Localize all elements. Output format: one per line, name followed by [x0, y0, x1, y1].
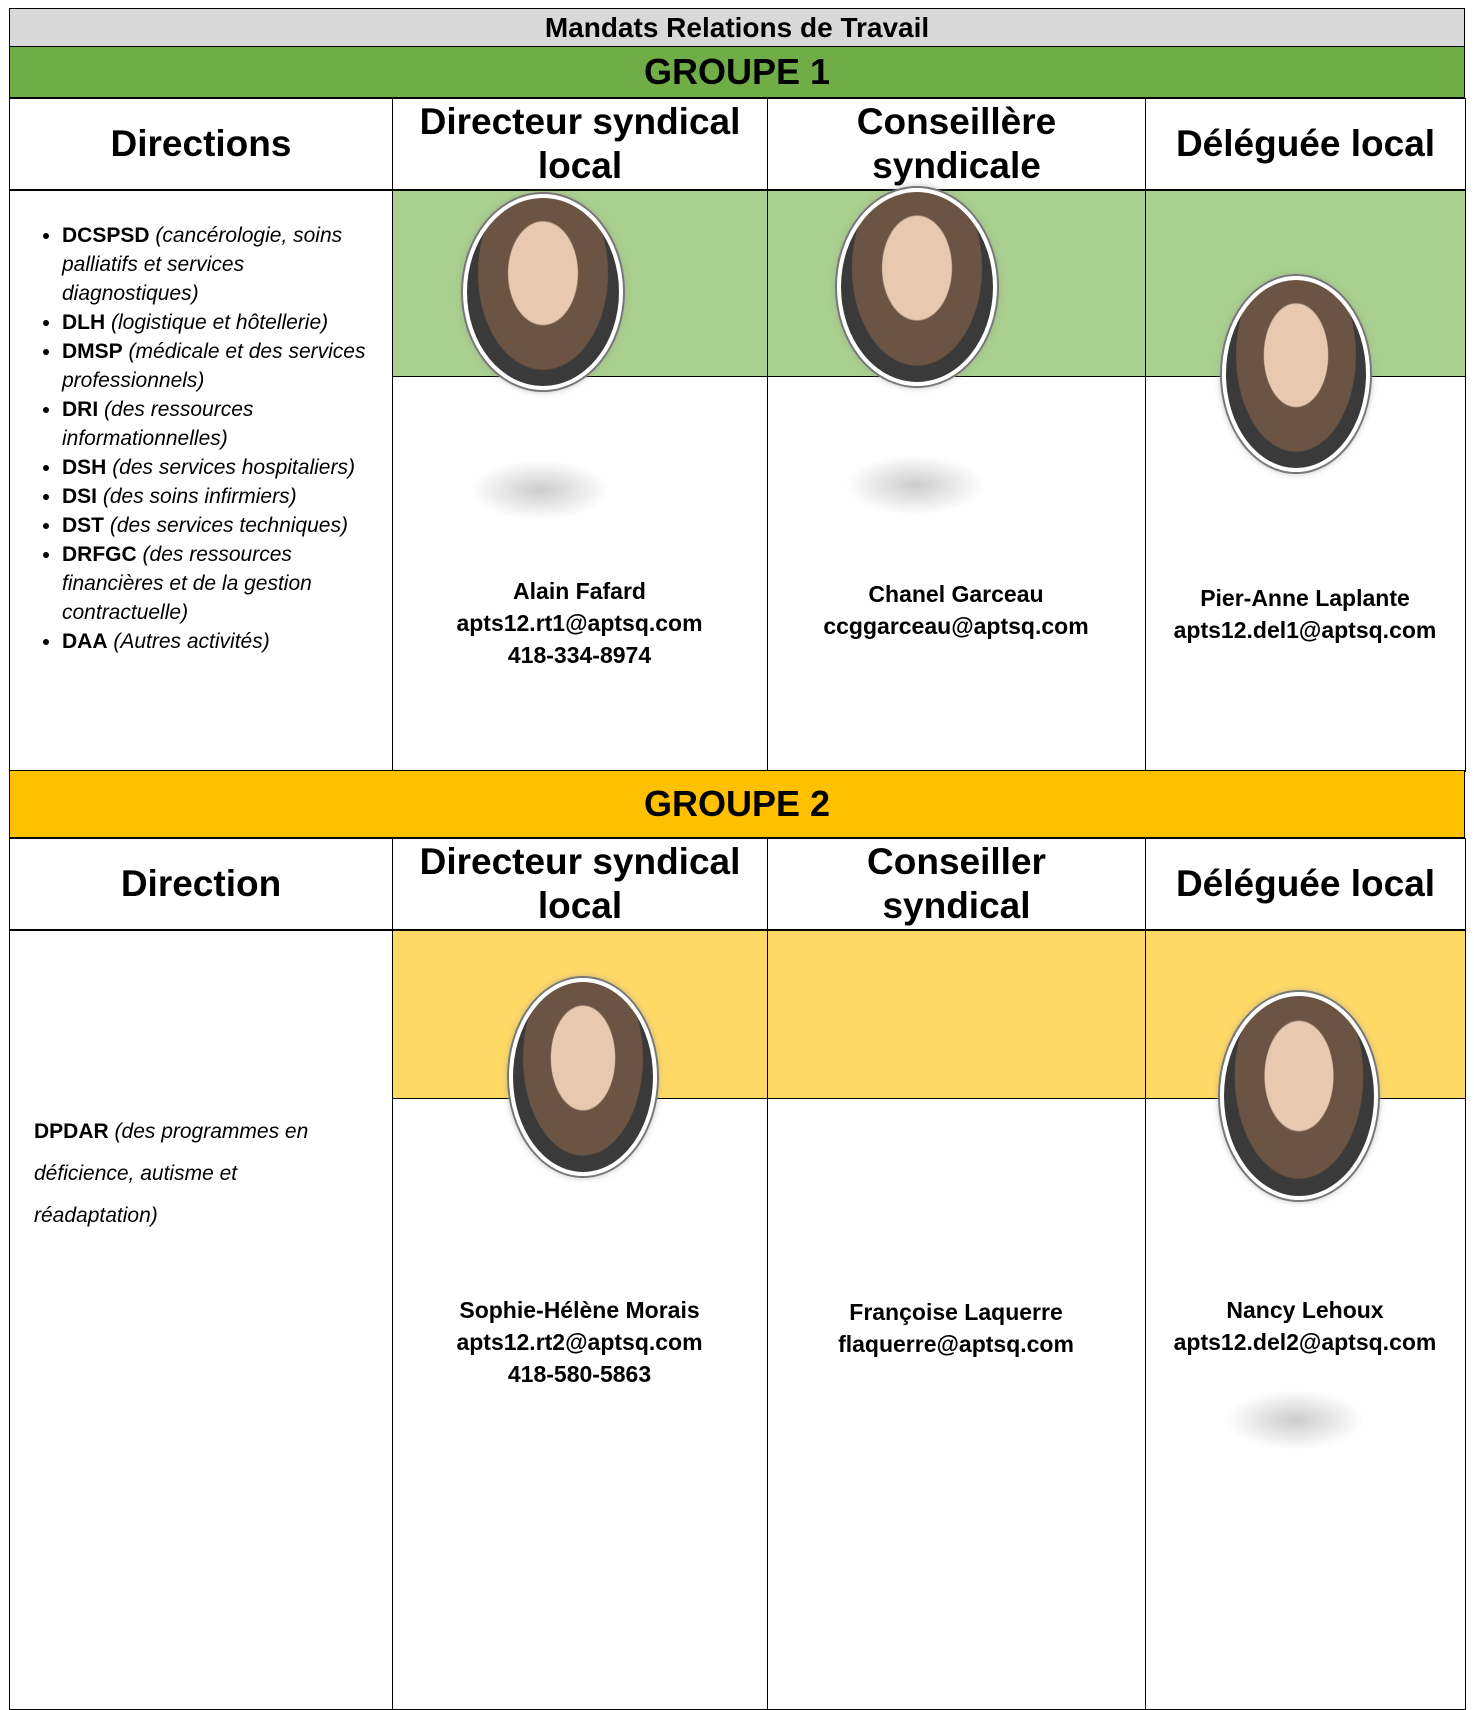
person-phone: 418-580-5863 [507, 1361, 652, 1387]
person-name: Sophie-Hélène Morais [459, 1297, 700, 1323]
direction-desc: (des ressources informationnelles) [62, 398, 254, 450]
person-info: Pier-Anne Laplante apts12.del1@aptsq.com [1145, 582, 1465, 646]
photo-shadow [845, 455, 985, 515]
direction-code: DRFGC [62, 543, 137, 566]
person-name: Chanel Garceau [868, 581, 1044, 607]
photo [1222, 276, 1370, 472]
direction-item: DRI (des ressources informationnelles) [62, 395, 372, 453]
direction-desc: (des services hospitaliers) [112, 456, 355, 479]
person-email: apts12.del2@aptsq.com [1173, 1329, 1437, 1355]
photo [463, 194, 623, 390]
person-name: Pier-Anne Laplante [1200, 585, 1410, 611]
photo [837, 188, 997, 386]
direction-item: DSI (des soins infirmiers) [62, 482, 372, 511]
direction-desc: (médicale et des services professionnels… [62, 340, 366, 392]
direction-item: DST (des services techniques) [62, 511, 372, 540]
person-info: Sophie-Hélène Morais apts12.rt2@aptsq.com… [392, 1294, 767, 1390]
person-info: Chanel Garceau ccggarceau@aptsq.com [767, 578, 1145, 642]
direction-code: DMSP [62, 340, 123, 363]
column-header: Déléguée local [1145, 838, 1466, 930]
photo [1220, 992, 1378, 1200]
column-header: Direction [9, 838, 393, 930]
direction-item: DMSP (médicale et des services professio… [62, 337, 372, 395]
column-header: Directeur syndical local [392, 98, 768, 190]
person-email: apts12.del1@aptsq.com [1173, 617, 1437, 643]
person-info: Françoise Laquerre flaquerre@aptsq.com [767, 1296, 1145, 1360]
directions-cell: DCSPSD (cancérologie, soins palliatifs e… [9, 190, 393, 772]
person-name: Alain Fafard [513, 578, 646, 604]
column-header: Directions [9, 98, 393, 190]
direction-item: DAA (Autres activités) [62, 627, 372, 656]
person-email: ccggarceau@aptsq.com [823, 613, 1089, 639]
person-email: apts12.rt2@aptsq.com [456, 1329, 703, 1355]
direction-desc: (des services techniques) [109, 514, 348, 537]
direction-item: DRFGC (des ressources financières et de … [62, 540, 372, 627]
person-name: Nancy Lehoux [1226, 1297, 1384, 1323]
direction-code: DST [62, 514, 104, 537]
direction-code: DSI [62, 485, 98, 508]
direction-item: DSH (des services hospitaliers) [62, 453, 372, 482]
person-info: Alain Fafard apts12.rt1@aptsq.com 418-334-… [392, 575, 767, 671]
direction-code: DLH [62, 311, 106, 334]
photo [509, 978, 657, 1176]
person-phone: 418-334-8974 [507, 642, 652, 668]
direction-desc: (des soins infirmiers) [102, 485, 297, 508]
person-info: Nancy Lehoux apts12.del2@aptsq.com [1145, 1294, 1465, 1358]
direction-code: DCSPSD [62, 224, 150, 247]
direction-code: DPDAR [34, 1120, 109, 1143]
direction-desc: (des programmes en déficience, autisme e… [34, 1120, 309, 1227]
direction-item: DPDAR (des programmes en déficience, aut… [34, 1111, 334, 1237]
column-header: Conseiller syndical [767, 838, 1146, 930]
column-header: Déléguée local [1145, 98, 1466, 190]
group-label: GROUPE 2 [9, 770, 1465, 838]
direction-desc: (Autres activités) [113, 630, 270, 653]
person-email: flaquerre@aptsq.com [838, 1331, 1074, 1357]
title: Mandats Relations de Travail [9, 8, 1465, 48]
direction-code: DSH [62, 456, 107, 479]
photo-shadow [470, 460, 610, 520]
direction-code: DAA [62, 630, 108, 653]
person-name: Françoise Laquerre [849, 1299, 1063, 1325]
direction-item: DLH (logistique et hôtellerie) [62, 308, 372, 337]
person-email: apts12.rt1@aptsq.com [456, 610, 703, 636]
group-label: GROUPE 1 [9, 46, 1465, 98]
direction-code: DRI [62, 398, 99, 421]
color-band [768, 931, 1145, 1099]
directions-cell: DPDAR (des programmes en déficience, aut… [9, 930, 393, 1710]
directions-list: DCSPSD (cancérologie, soins palliatifs e… [10, 221, 392, 656]
direction-desc: (cancérologie, soins palliatifs et servi… [62, 224, 343, 305]
direction-desc: (des ressources financières et de la ges… [62, 543, 312, 624]
column-header: Conseillère syndicale [767, 98, 1146, 190]
column-header: Directeur syndical local [392, 838, 768, 930]
direction-desc: (logistique et hôtellerie) [111, 311, 329, 334]
photo-shadow [1225, 1390, 1365, 1450]
direction-item: DCSPSD (cancérologie, soins palliatifs e… [62, 221, 372, 308]
